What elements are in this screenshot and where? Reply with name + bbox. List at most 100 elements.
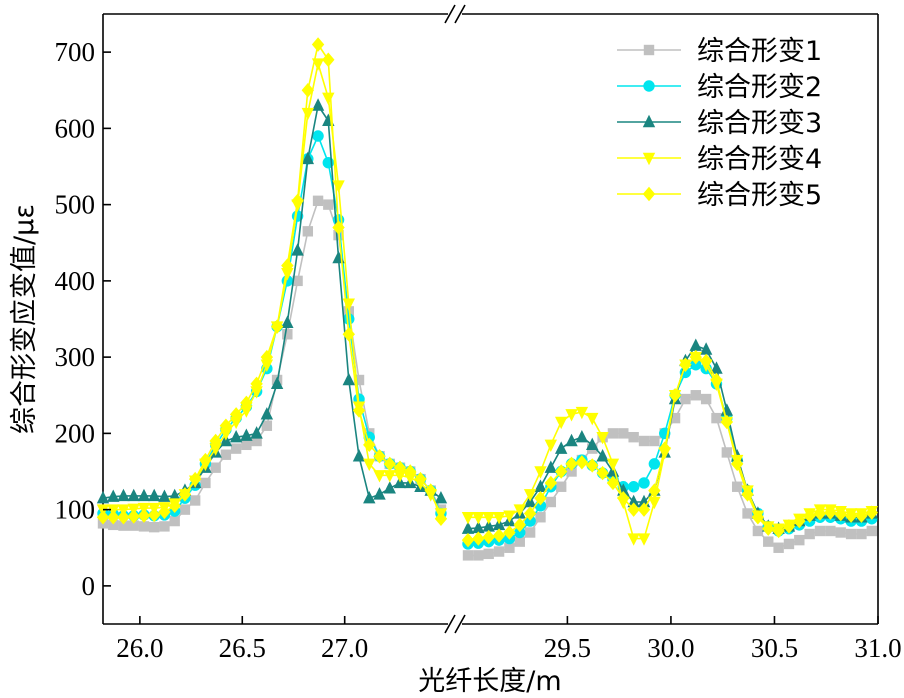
series-5-point (322, 52, 335, 67)
series-1-point (535, 512, 546, 523)
series-5-point (96, 510, 110, 525)
series-4-point (586, 412, 599, 426)
series-5-point (281, 258, 294, 273)
series-4-point (513, 504, 526, 517)
series-4-point (534, 466, 547, 479)
series-3-point (482, 519, 495, 532)
series-1-point (251, 435, 262, 447)
x-tick-label: 29.5 (544, 633, 591, 663)
series-4-point (240, 405, 253, 418)
series-5-point (855, 508, 868, 523)
legend-item-2: 综合形变2 (617, 72, 822, 103)
series-5-point (240, 395, 253, 411)
series-4-point (363, 458, 376, 472)
series-1-point (804, 528, 815, 540)
axis-break-mark-top-1 (444, 4, 456, 24)
series-3-point (575, 429, 589, 443)
x-tick-label: 31.0 (854, 633, 901, 663)
series-2-point (648, 458, 661, 470)
series-5-point (472, 531, 485, 546)
series-5-point (513, 517, 526, 533)
series-4-point (492, 512, 506, 525)
x-tick-label: 30.0 (647, 633, 694, 663)
series-1-point (220, 449, 232, 460)
series-4-point (472, 512, 485, 525)
series-1-point (566, 466, 577, 477)
series-2-point (343, 313, 355, 325)
series-1-point (473, 550, 484, 561)
series-4-point (461, 512, 475, 525)
series-5-point (424, 483, 437, 498)
axis-break-mark-bottom-1 (444, 614, 456, 634)
series-3-point (627, 494, 640, 508)
series-1-point (493, 546, 505, 557)
series-1-point (607, 428, 619, 439)
y-tick-label: 300 (55, 342, 96, 372)
series-4-point (260, 359, 274, 372)
y-tick-label: 200 (55, 418, 96, 448)
series-5-point (648, 483, 661, 498)
series-3-point (117, 488, 130, 502)
series-3-point (434, 490, 448, 504)
series-5-point (137, 508, 151, 523)
legend-marker (643, 44, 655, 56)
series-1-point (742, 508, 753, 519)
series-1-point (814, 525, 826, 537)
series-3-point (699, 342, 713, 355)
series-5-point (741, 487, 754, 502)
series-1-point (323, 199, 334, 210)
series-1-point (700, 393, 712, 405)
series-3-point (107, 489, 120, 502)
series-5-point (492, 528, 506, 543)
x-tick-label: 26.0 (116, 633, 163, 663)
series-4-point (596, 431, 609, 445)
series-1-point (230, 443, 242, 454)
series-5-point (414, 471, 427, 487)
series-5-point (482, 529, 495, 545)
series-3-point (148, 488, 161, 502)
series-2-point (627, 481, 640, 493)
series-2-point (638, 477, 650, 489)
series-4-point (322, 92, 335, 106)
plot-area (96, 37, 878, 561)
series-1-point (794, 534, 805, 546)
series-5-point (793, 513, 806, 529)
series-1-point (138, 521, 150, 532)
series-3-line-segment-1 (102, 103, 442, 500)
series-4-point (482, 512, 495, 525)
legend-label: 综合形变3 (697, 108, 822, 139)
series-1-point (845, 528, 857, 540)
y-tick-label: 500 (55, 190, 96, 220)
series-1-point (200, 477, 211, 489)
series-1-point (353, 374, 365, 386)
series-1-point (504, 542, 515, 553)
y-axis-title: 综合形变应变值/με (9, 204, 40, 434)
legend-item-3: 综合形变3 (617, 108, 822, 139)
series-1-point (711, 412, 722, 424)
series-5-point (363, 437, 376, 453)
series-5-point (250, 376, 263, 392)
series-1-point (731, 481, 743, 492)
series-5-point (813, 506, 827, 521)
series-3-point (260, 407, 274, 420)
series-4-point (554, 416, 568, 430)
series-4-point (281, 268, 294, 281)
y-tick-label: 100 (55, 495, 96, 525)
series-5-point (762, 521, 775, 536)
series-5-point (834, 507, 847, 522)
series-5-point (270, 319, 284, 334)
series-4-point (383, 470, 396, 483)
series-4-point (393, 470, 407, 483)
legend: 综合形变1 综合形变2 综合形变3 综合形变4 综合形变5 (617, 36, 822, 211)
series-5-point (383, 456, 396, 472)
series-4-point (229, 416, 243, 430)
y-tick-label: 0 (82, 571, 96, 601)
series-1-point (690, 390, 701, 401)
series-4-point (523, 489, 537, 502)
series-3-point (240, 428, 253, 441)
series-4-point (648, 496, 661, 510)
series-5-point (679, 357, 692, 372)
axis-break-mark-bottom-2 (454, 614, 466, 634)
legend-marker (642, 152, 656, 166)
series-1-point (721, 447, 733, 458)
